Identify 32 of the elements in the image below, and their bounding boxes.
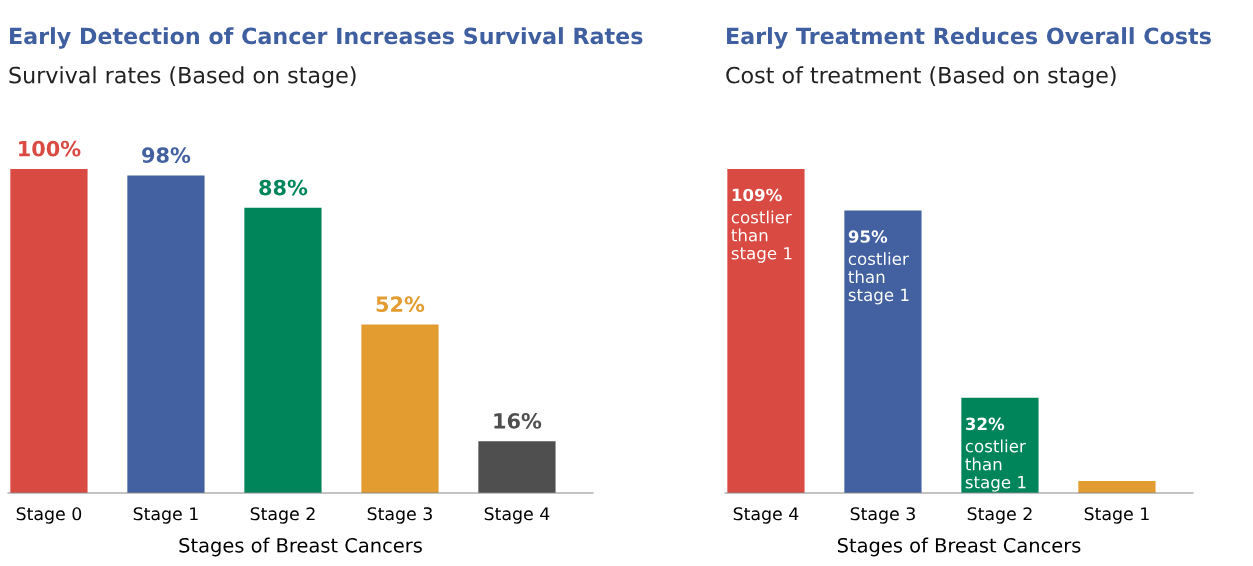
chart-title: Early Detection of Cancer Increases Survival Rates [10,27,643,49]
bar [1078,481,1156,493]
bar [961,397,1039,493]
bar [478,441,556,493]
x-axis-title: Stages of Breast Cancers [837,537,1081,557]
bar [844,210,922,493]
chart-subtitle: Survival rates (Based on stage) [9,66,356,88]
bar [244,207,322,493]
bar [727,168,805,493]
bar [127,175,205,493]
x-tick-label: Stage 4 [484,507,550,524]
data-label: 88% [259,179,308,196]
data-label: 98% [142,147,191,164]
chart-title: Early Treatment Reduces Overall Costs [727,27,1211,49]
chart-subtitle: Cost of treatment (Based on stage) [726,66,1116,88]
x-tick-label: Stage 3 [367,507,432,524]
data-label: 16% [494,413,542,429]
x-tick-label: Stage 3 [850,507,915,524]
x-tick-label: Stage 4 [733,507,799,524]
x-tick-label: Stage 2 [967,507,1032,524]
x-tick-label: Stage 1 [1084,507,1149,524]
x-axis-title: Stages of Breast Cancers [179,537,422,557]
data-label: 100% [19,140,81,157]
bar [361,324,439,493]
data-label: 32% costlier than stage 1 [965,417,1026,492]
data-label: 109% costlier than stage 1 [731,188,792,263]
x-tick-label: Stage 2 [250,507,315,524]
x-tick-label: Stage 0 [16,507,82,524]
bar [10,168,88,493]
data-label: 95% costlier than stage 1 [848,230,909,305]
data-label: 52% [376,296,425,313]
x-tick-label: Stage 1 [133,507,198,524]
